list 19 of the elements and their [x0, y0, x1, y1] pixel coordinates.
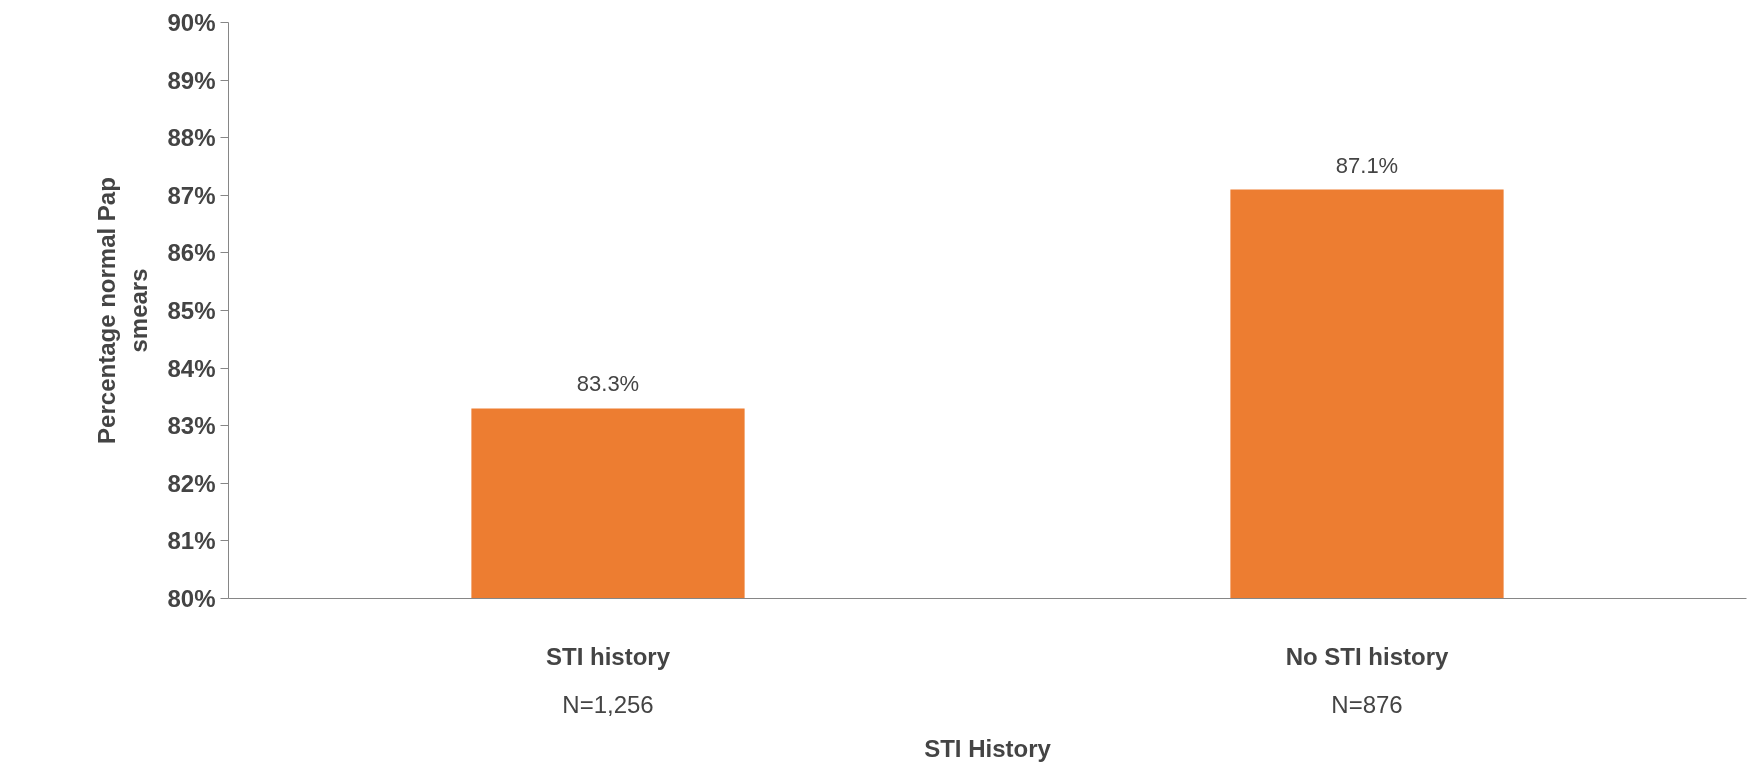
- y-tick-label: 80%: [167, 585, 216, 612]
- y-tick-label: 84%: [167, 354, 216, 382]
- y-tick-label: 86%: [167, 239, 216, 267]
- x-axis-title: STI History: [924, 734, 1052, 762]
- y-tick-label: 88%: [167, 124, 216, 152]
- data-label: 83.3%: [576, 371, 640, 397]
- y-tick-label: 82%: [167, 469, 216, 497]
- y-tick-label: 81%: [167, 527, 216, 555]
- text: N=1,256: [562, 690, 654, 718]
- text: N=876: [1331, 690, 1403, 718]
- y-tick-label: 89%: [167, 66, 216, 94]
- y-tick-label: 85%: [167, 297, 216, 324]
- x-tick-label: STI history: [545, 642, 671, 670]
- x-tick-label: No STI history: [1285, 642, 1449, 670]
- y-axis-title: Percentage normal Pap smears: [93, 177, 153, 444]
- y-tick-label: 83%: [167, 412, 216, 440]
- data-label: 87.1%: [1335, 152, 1399, 178]
- y-tick-label: 90%: [167, 9, 216, 36]
- y-tick-label: 87%: [167, 181, 216, 209]
